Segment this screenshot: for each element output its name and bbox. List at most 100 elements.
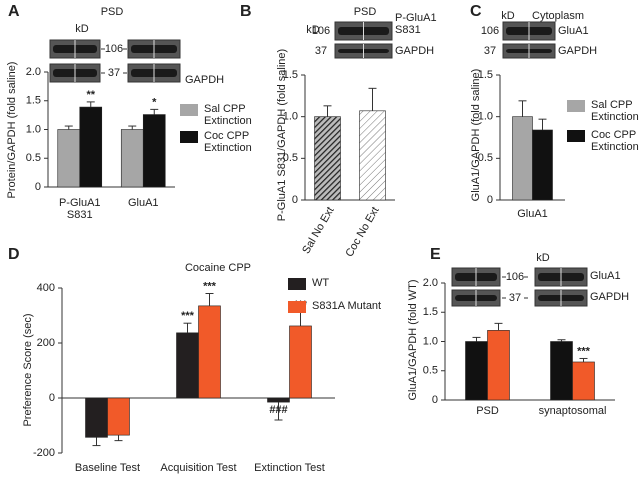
blot-marker: 37 — [108, 67, 120, 79]
bar — [572, 361, 595, 401]
bar — [487, 330, 510, 401]
bar — [107, 397, 130, 436]
bar — [79, 106, 103, 188]
significance-label: ### — [269, 404, 287, 416]
blot-marker: 106 — [105, 43, 123, 55]
panel-letter: B — [240, 3, 252, 20]
legend-swatch — [567, 100, 585, 112]
blot-unit: kD — [501, 10, 515, 22]
bar — [57, 129, 81, 188]
bar — [465, 341, 488, 401]
blot-marker: 106 — [506, 271, 524, 283]
panel-letter: E — [430, 246, 441, 263]
panel-title: PSD — [101, 6, 124, 18]
legend-swatch — [288, 278, 306, 290]
y-tick-label: 1.5 — [478, 69, 493, 81]
panel-title: Cocaine CPP — [185, 262, 251, 274]
y-tick-label: 400 — [37, 282, 55, 294]
y-axis-label: Preference Score (sec) — [22, 313, 34, 426]
y-tick-label: 0 — [292, 194, 298, 206]
blot-protein: GAPDH — [590, 291, 630, 303]
legend-swatch — [288, 301, 306, 313]
y-tick-label: 0 — [35, 181, 41, 193]
significance-label: *** — [203, 280, 217, 292]
blot-unit: kD — [536, 252, 550, 264]
blot-marker: 37 — [509, 292, 521, 304]
y-tick-label: 200 — [37, 337, 55, 349]
y-tick-label: 0.5 — [478, 152, 493, 164]
blot-unit: kD — [306, 24, 320, 36]
legend-label: Coc CPP Extinction — [204, 130, 252, 154]
legend-swatch — [567, 130, 585, 142]
x-tick-label: Sal No Ext — [300, 205, 336, 256]
bar — [176, 332, 199, 399]
legend-label: Sal CPP Extinction — [204, 103, 252, 127]
bar — [550, 341, 573, 401]
y-axis-label: GluA1/GAPDH (fold saline) — [470, 69, 482, 202]
panel-letter: D — [8, 246, 20, 263]
significance-label: ** — [86, 89, 95, 101]
y-tick-label: 1.5 — [283, 69, 298, 81]
blot-marker: 37 — [315, 45, 327, 57]
panel-letter: A — [8, 3, 20, 20]
bar — [314, 116, 341, 201]
bar — [120, 129, 144, 188]
x-tick-label: GluA1 — [127, 197, 159, 209]
significance-label: *** — [577, 345, 591, 357]
legend-label: Sal CPP Extinction — [591, 99, 639, 123]
y-tick-label: 1.5 — [423, 306, 438, 318]
blot-protein: P-GluA1 S831 — [395, 12, 437, 36]
x-tick-label: Baseline Test — [74, 462, 141, 474]
bar — [85, 397, 108, 438]
y-tick-label: -200 — [33, 447, 55, 459]
legend-label: S831A Mutant — [312, 300, 382, 312]
blot-protein: GAPDH — [395, 45, 435, 57]
legend-swatch — [180, 131, 198, 143]
y-tick-label: 2.0 — [423, 277, 438, 289]
y-axis-label: Protein/GAPDH (fold saline) — [6, 62, 18, 199]
y-tick-label: 0 — [487, 194, 493, 206]
bar — [532, 129, 553, 201]
blot-unit: kD — [75, 23, 89, 35]
blot-marker: 106 — [312, 25, 330, 37]
y-axis-label: P-GluA1 S831/GAPDH (fold saline) — [276, 49, 288, 221]
y-tick-label: 1.5 — [26, 95, 41, 107]
significance-label: *** — [181, 310, 195, 322]
y-tick-label: 1.0 — [26, 123, 41, 135]
y-tick-label: 0 — [49, 392, 55, 404]
blot-protein: GAPDH — [185, 74, 225, 86]
y-tick-label: 1.0 — [283, 111, 298, 123]
y-tick-label: 1.0 — [423, 335, 438, 347]
legend-label: Coc CPP Extinction — [591, 129, 639, 153]
bar — [359, 110, 386, 201]
y-axis-label: GluA1/GAPDH (fold WT) — [407, 279, 419, 400]
x-tick-label: P-GluA1 S831 — [58, 197, 101, 221]
legend-swatch — [180, 104, 198, 116]
bar — [512, 116, 533, 201]
bar — [289, 325, 312, 399]
bar — [198, 305, 221, 399]
x-tick-label: Acquisition Test — [160, 462, 237, 474]
blot-protein: GluA1 — [590, 270, 621, 282]
panel-title: PSD — [354, 6, 377, 18]
y-tick-label: 0.5 — [423, 365, 438, 377]
panel-letter: C — [470, 3, 482, 20]
blot-protein: GluA1 — [558, 25, 589, 37]
blot-protein: GAPDH — [558, 45, 598, 57]
significance-label: * — [152, 96, 157, 108]
x-tick-label: Coc No Ext — [343, 205, 381, 259]
x-tick-label: synaptosomal — [538, 405, 607, 417]
y-tick-label: 1.0 — [478, 111, 493, 123]
y-tick-label: 2.0 — [26, 66, 41, 78]
blot-marker: 106 — [481, 25, 499, 37]
x-tick-label: Extinction Test — [254, 462, 325, 474]
panel-title: Cytoplasm — [532, 10, 584, 22]
x-tick-label: GluA1 — [517, 208, 548, 220]
y-tick-label: 0 — [432, 394, 438, 406]
y-tick-label: 0.5 — [26, 152, 41, 164]
blot-marker: 37 — [484, 45, 496, 57]
bar — [142, 114, 166, 188]
legend-label: WT — [312, 277, 330, 289]
